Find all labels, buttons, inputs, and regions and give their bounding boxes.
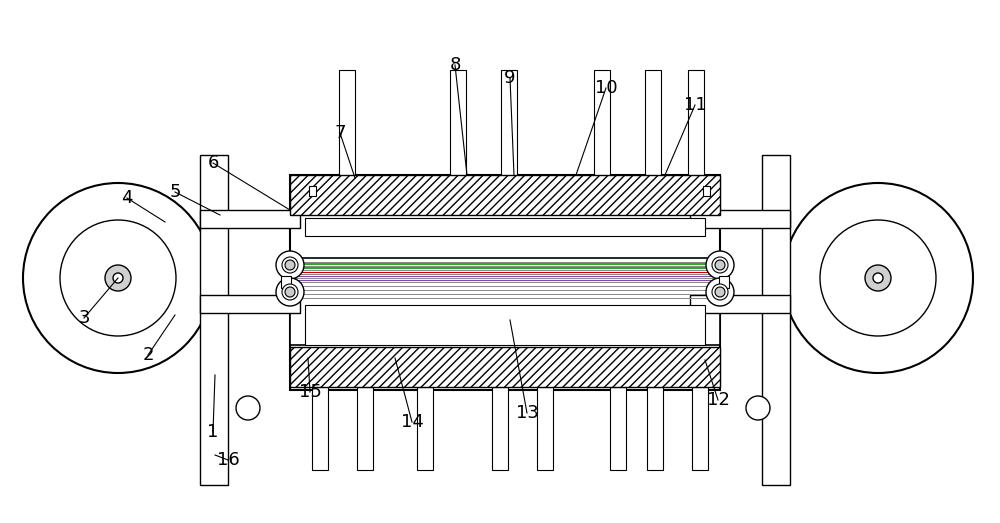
Bar [357, 387, 373, 470]
Circle shape [706, 251, 734, 279]
Bar [647, 387, 663, 470]
Circle shape [285, 260, 295, 270]
Text: 14: 14 [401, 413, 423, 431]
Bar [450, 70, 466, 178]
Text: 16: 16 [217, 451, 239, 469]
Bar [200, 295, 300, 313]
Bar [290, 258, 720, 345]
Bar [692, 387, 708, 470]
Circle shape [865, 265, 891, 291]
Bar [492, 387, 508, 470]
Bar [690, 295, 790, 313]
Circle shape [715, 260, 725, 270]
Text: 9: 9 [504, 69, 516, 87]
Circle shape [712, 284, 728, 300]
Text: 10: 10 [595, 79, 617, 97]
Circle shape [276, 251, 304, 279]
Text: 15: 15 [299, 383, 321, 401]
Text: 13: 13 [516, 404, 538, 422]
Bar [762, 155, 790, 485]
Circle shape [715, 287, 725, 297]
Circle shape [873, 273, 883, 283]
Bar [339, 70, 355, 178]
Circle shape [706, 278, 734, 306]
Bar [305, 218, 705, 236]
Circle shape [105, 265, 131, 291]
Bar [200, 210, 300, 228]
Bar [281, 276, 291, 288]
Text: 7: 7 [334, 124, 346, 142]
Bar [610, 387, 626, 470]
Text: 2: 2 [142, 346, 154, 364]
Bar [290, 175, 720, 215]
Text: 11: 11 [684, 96, 706, 114]
Bar [537, 387, 553, 470]
Circle shape [276, 278, 304, 306]
Circle shape [282, 284, 298, 300]
Text: 12: 12 [707, 391, 729, 409]
Circle shape [23, 183, 213, 373]
Text: 6: 6 [207, 154, 219, 172]
Text: 4: 4 [121, 189, 133, 207]
Bar [719, 276, 729, 288]
Circle shape [60, 220, 176, 336]
Circle shape [285, 287, 295, 297]
Bar [309, 186, 316, 196]
Text: 3: 3 [78, 309, 90, 327]
Circle shape [712, 257, 728, 273]
Text: 1: 1 [207, 423, 219, 441]
Bar [501, 70, 517, 178]
Circle shape [746, 396, 770, 420]
Bar [594, 70, 610, 178]
Bar [417, 387, 433, 470]
Bar [645, 70, 661, 178]
Bar [290, 175, 720, 390]
Circle shape [783, 183, 973, 373]
Circle shape [236, 396, 260, 420]
Bar [703, 186, 710, 196]
Text: 5: 5 [169, 183, 181, 201]
Bar [690, 210, 790, 228]
Bar [290, 347, 720, 387]
Bar [688, 70, 704, 178]
Text: 8: 8 [449, 56, 461, 74]
Circle shape [113, 273, 123, 283]
Circle shape [282, 257, 298, 273]
Circle shape [820, 220, 936, 336]
Bar [312, 387, 328, 470]
Bar [305, 305, 705, 345]
Bar [200, 155, 228, 485]
